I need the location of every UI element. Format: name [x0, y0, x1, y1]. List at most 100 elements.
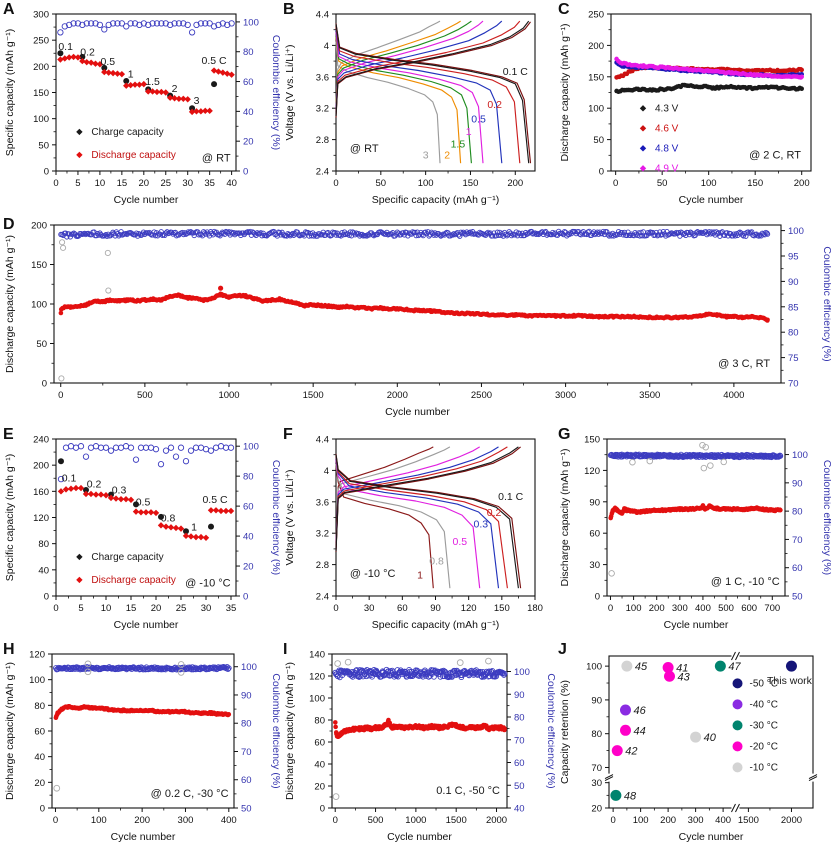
svg-text:60: 60 [589, 529, 600, 540]
svg-text:Charge capacity: Charge capacity [91, 552, 163, 563]
svg-text:20: 20 [243, 562, 254, 573]
svg-text:80: 80 [243, 47, 254, 58]
svg-text:100: 100 [243, 17, 259, 28]
svg-text:@ RT: @ RT [202, 153, 231, 165]
panel-g-chart: 0 100 200 300 400 500 600 700 0 30 60 90 120 150 50 60 7… [559, 435, 831, 632]
panel-g-label: G [558, 426, 571, 443]
svg-text:50: 50 [38, 140, 49, 151]
svg-text:90: 90 [591, 695, 602, 706]
svg-text:@ RT: @ RT [350, 143, 379, 155]
panel-d: D 0 500 1000 1500 2000 2500 3000 3500 4000 0 50 100… [0, 215, 831, 425]
svg-text:20: 20 [243, 137, 254, 148]
svg-text:90: 90 [241, 690, 252, 701]
svg-text:1500: 1500 [446, 815, 467, 826]
svg-text:0: 0 [333, 178, 338, 189]
svg-text:100: 100 [91, 815, 107, 826]
svg-text:1500: 1500 [738, 815, 759, 826]
svg-text:Cycle number: Cycle number [114, 619, 179, 631]
svg-text:150: 150 [747, 178, 763, 189]
panel-e-label: E [3, 426, 14, 443]
svg-text:80: 80 [792, 507, 803, 518]
svg-text:0.8: 0.8 [161, 512, 176, 524]
svg-text:@ 3 C, RT: @ 3 C, RT [718, 358, 770, 370]
svg-text:150: 150 [463, 178, 479, 189]
svg-text:100: 100 [792, 450, 808, 461]
svg-text:-30 °C: -30 °C [750, 720, 778, 731]
svg-text:2000: 2000 [387, 390, 408, 401]
svg-text:Specific capacity (mAh g⁻¹): Specific capacity (mAh g⁻¹) [4, 454, 16, 582]
panel-h-chart: 0 100 200 300 400 0 20 40 60 80 100 120 50 60 70 80 90 10… [4, 650, 280, 844]
svg-text:2.4: 2.4 [316, 592, 329, 603]
svg-text:0.5: 0.5 [471, 113, 486, 125]
panel-c: C 0 50 100 150 200 0 50 100 150 200 250 Cycle numbe… [555, 0, 831, 215]
svg-text:70: 70 [241, 747, 252, 758]
svg-text:2: 2 [172, 83, 178, 95]
panel-j: J 0 100 200 300 400 1500 2000 20 30 70 80 90 100 Cycl… [555, 640, 831, 852]
svg-text:40: 40 [704, 732, 717, 744]
svg-text:47: 47 [728, 661, 741, 673]
svg-text:60: 60 [34, 727, 45, 738]
svg-text:1: 1 [128, 68, 134, 80]
svg-text:120: 120 [461, 603, 477, 614]
svg-text:60: 60 [241, 775, 252, 786]
svg-text:100: 100 [418, 178, 434, 189]
svg-text:100: 100 [31, 300, 47, 311]
svg-text:0.1 C: 0.1 C [498, 491, 524, 503]
svg-text:This work: This work [767, 675, 813, 687]
svg-text:80: 80 [241, 719, 252, 730]
svg-text:80: 80 [243, 472, 254, 483]
svg-text:70: 70 [514, 735, 525, 746]
svg-text:3.6: 3.6 [316, 72, 329, 83]
svg-text:20: 20 [314, 782, 325, 793]
svg-text:100: 100 [29, 675, 45, 686]
panel-j-label: J [558, 641, 567, 658]
svg-text:4.4: 4.4 [316, 10, 329, 21]
panel-d-label: D [3, 216, 15, 233]
svg-text:60: 60 [314, 738, 325, 749]
svg-text:0: 0 [243, 167, 248, 178]
panel-a-label: A [3, 1, 15, 18]
svg-text:0.1 C, -50 °C: 0.1 C, -50 °C [436, 785, 500, 797]
svg-text:60: 60 [243, 502, 254, 513]
svg-text:Coulombic efficiency (%): Coulombic efficiency (%) [821, 460, 831, 575]
svg-text:4.4: 4.4 [316, 435, 329, 446]
svg-text:50: 50 [593, 135, 604, 146]
svg-text:200: 200 [507, 178, 523, 189]
svg-text:50: 50 [514, 781, 525, 792]
svg-text:2.8: 2.8 [316, 135, 329, 146]
svg-text:4: 4 [324, 466, 329, 477]
svg-text:200: 200 [794, 178, 810, 189]
svg-text:Discharge capacity (mAh g⁻¹): Discharge capacity (mAh g⁻¹) [284, 662, 296, 800]
svg-text:Coulombic efficiency (%): Coulombic efficiency (%) [270, 673, 280, 788]
svg-text:500: 500 [137, 390, 153, 401]
svg-text:4.3 V: 4.3 V [655, 103, 679, 114]
svg-text:0: 0 [53, 178, 58, 189]
svg-text:100: 100 [33, 114, 49, 125]
svg-text:20: 20 [591, 804, 602, 815]
svg-text:4.6 V: 4.6 V [655, 123, 679, 134]
svg-text:0: 0 [42, 379, 47, 390]
svg-text:160: 160 [33, 487, 49, 498]
svg-text:0: 0 [613, 178, 618, 189]
svg-text:150: 150 [31, 260, 47, 271]
svg-text:100: 100 [788, 226, 804, 237]
svg-text:0.5: 0.5 [101, 56, 116, 68]
svg-text:40: 40 [38, 565, 49, 576]
svg-text:60: 60 [792, 563, 803, 574]
svg-text:90: 90 [430, 603, 441, 614]
svg-text:1.5: 1.5 [145, 76, 160, 88]
svg-text:5: 5 [78, 603, 83, 614]
panel-b-label: B [283, 1, 295, 18]
panel-f: F 0 30 60 90 120 150 180 2.4 2.8 3.2 3.6 4 4.4 Specif… [280, 425, 555, 640]
svg-text:-40 °C: -40 °C [750, 699, 778, 710]
svg-text:80: 80 [38, 539, 49, 550]
svg-text:2.8: 2.8 [316, 560, 329, 571]
svg-text:0.2: 0.2 [80, 46, 95, 58]
svg-text:200: 200 [31, 221, 47, 232]
panel-h-label: H [3, 641, 15, 658]
panel-i-label: I [283, 641, 288, 658]
panel-a-chart: 0 5 10 15 20 25 30 35 40 0 50 100 150 200 250 300 0 20 40 6… [4, 10, 280, 207]
svg-text:35: 35 [226, 603, 237, 614]
svg-text:0.5: 0.5 [136, 497, 151, 509]
